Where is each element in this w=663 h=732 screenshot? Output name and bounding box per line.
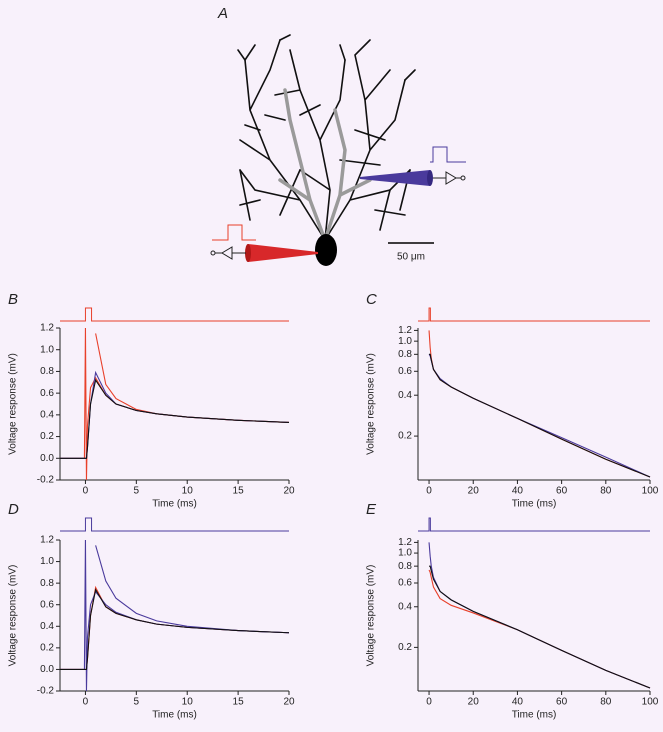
y-tick-label: 0.4 xyxy=(40,621,54,632)
y-tick-label: 0.0 xyxy=(40,664,54,675)
x-tick-label: 60 xyxy=(556,697,568,708)
trace xyxy=(60,585,290,670)
y-tick-label: 0.8 xyxy=(40,578,54,589)
y-axis-label: Voltage response (mV) xyxy=(366,353,377,455)
y-tick-label: 0.6 xyxy=(40,599,54,610)
trace xyxy=(429,565,651,689)
y-tick-label: 1.2 xyxy=(398,325,412,336)
trace xyxy=(429,353,651,478)
x-tick-label: 100 xyxy=(642,486,659,497)
x-axis-label: Time (ms) xyxy=(152,499,197,510)
x-tick-label: 20 xyxy=(283,697,295,708)
y-axis-label: Voltage response (mV) xyxy=(8,353,19,455)
x-tick-label: 60 xyxy=(556,486,568,497)
trace xyxy=(60,378,290,459)
neuron-diagram: A 50 μm xyxy=(210,5,466,266)
y-tick-label: 0.6 xyxy=(40,388,54,399)
x-tick-label: 40 xyxy=(512,486,524,497)
scale-bar-label: 50 μm xyxy=(397,252,425,263)
y-tick-label: -0.2 xyxy=(37,475,55,486)
panel-label: B xyxy=(8,291,18,308)
y-tick-label: 0.2 xyxy=(40,642,54,653)
x-tick-label: 40 xyxy=(512,697,524,708)
x-tick-label: 5 xyxy=(134,486,140,497)
y-tick-label: 0.0 xyxy=(40,453,54,464)
x-tick-label: 10 xyxy=(182,486,194,497)
panel-label: C xyxy=(366,291,377,308)
x-tick-label: 20 xyxy=(468,697,480,708)
y-tick-label: 1.2 xyxy=(40,323,54,334)
trace xyxy=(428,542,651,689)
y-tick-label: 0.6 xyxy=(398,578,412,589)
stimulus-trace xyxy=(418,307,650,322)
x-axis-label: Time (ms) xyxy=(152,710,197,721)
x-tick-label: 80 xyxy=(600,486,612,497)
x-tick-label: 10 xyxy=(182,697,194,708)
y-tick-label: 1.2 xyxy=(398,537,412,548)
y-tick-label: 1.2 xyxy=(40,535,54,546)
y-tick-label: 0.2 xyxy=(40,431,54,442)
panel-label: D xyxy=(8,501,19,518)
trace xyxy=(95,545,290,634)
x-tick-label: 5 xyxy=(134,697,140,708)
y-tick-label: 1.0 xyxy=(398,336,412,347)
trace xyxy=(428,569,651,689)
y-tick-label: 0.4 xyxy=(398,601,412,612)
trace xyxy=(60,588,290,670)
trace xyxy=(60,539,290,692)
x-tick-label: 20 xyxy=(283,486,295,497)
y-axis-label: Voltage response (mV) xyxy=(8,565,19,667)
y-tick-label: 0.4 xyxy=(40,409,54,420)
stimulus-trace xyxy=(60,517,289,532)
x-axis-label: Time (ms) xyxy=(512,710,557,721)
y-tick-label: 1.0 xyxy=(40,556,54,567)
trace xyxy=(60,327,290,481)
y-tick-label: 0.2 xyxy=(398,642,412,653)
x-tick-label: 0 xyxy=(426,486,432,497)
y-tick-label: 1.0 xyxy=(40,344,54,355)
x-tick-label: 0 xyxy=(83,486,89,497)
x-tick-label: 100 xyxy=(642,697,659,708)
stimulus-trace xyxy=(418,517,650,532)
x-tick-label: 0 xyxy=(426,697,432,708)
trace xyxy=(428,330,651,478)
x-tick-label: 15 xyxy=(233,486,245,497)
y-tick-label: 0.8 xyxy=(40,366,54,377)
y-tick-label: 0.8 xyxy=(398,561,412,572)
y-tick-label: 0.6 xyxy=(398,366,412,377)
x-tick-label: 15 xyxy=(233,697,245,708)
y-tick-label: 0.4 xyxy=(398,390,412,401)
y-tick-label: 1.0 xyxy=(398,548,412,559)
panel-label: E xyxy=(366,501,377,518)
x-tick-label: 0 xyxy=(83,697,89,708)
x-tick-label: 20 xyxy=(468,486,480,497)
trace xyxy=(428,353,651,478)
y-axis-label: Voltage response (mV) xyxy=(366,565,377,667)
y-tick-label: 0.8 xyxy=(398,349,412,360)
panel-label: A xyxy=(217,5,228,22)
trace xyxy=(95,333,290,424)
x-tick-label: 80 xyxy=(600,697,612,708)
stimulus-trace xyxy=(60,307,289,322)
y-tick-label: 0.2 xyxy=(398,431,412,442)
y-tick-label: -0.2 xyxy=(37,686,55,697)
x-axis-label: Time (ms) xyxy=(512,499,557,510)
